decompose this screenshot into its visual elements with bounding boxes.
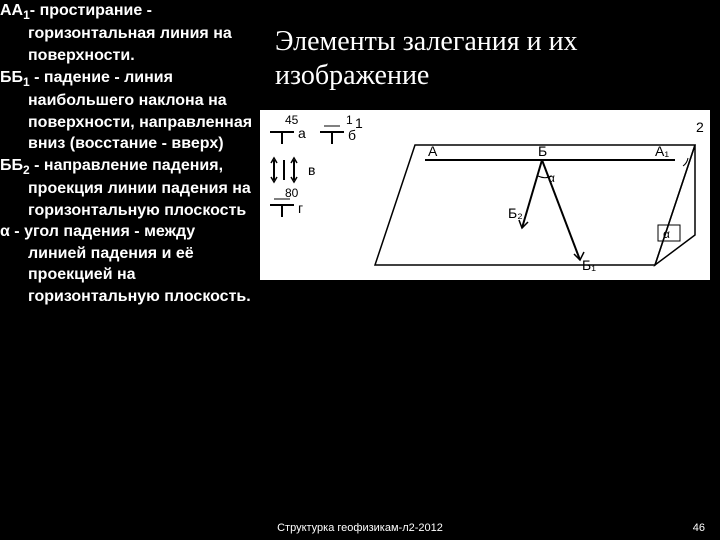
deftext: падение - линия наибольшего наклона на п… (28, 69, 252, 153)
label-alpha1: α (548, 171, 555, 185)
sub: 1 (23, 75, 30, 89)
page-number: 46 (693, 522, 705, 534)
label-alpha2: α (663, 227, 670, 241)
sub: 1 (23, 8, 30, 22)
sep: - (30, 2, 40, 19)
label-one: 1 (355, 115, 363, 131)
sep: - (30, 157, 44, 174)
label-B1: Б₁ (582, 257, 596, 273)
symbol-b-num: 1 (346, 113, 353, 127)
label-B2: Б₂ (508, 205, 523, 221)
def-bb1: ББ1 - падение - линия наибольшего наклон… (0, 67, 255, 155)
symbol-g: 80 г (270, 186, 303, 217)
symbol-v-label: в (308, 162, 315, 178)
label-A1: А₁ (655, 143, 669, 159)
term: α (0, 223, 10, 240)
footer-text: Структурка геофизикам-л2-2012 (0, 522, 720, 534)
def-aa1: АА1- простирание - горизонтальная линия … (0, 0, 255, 67)
def-alpha: α - угол падения - между линией падения … (0, 221, 255, 307)
deftext: направление падения, проекция линии паде… (28, 157, 251, 219)
term: ББ (0, 69, 23, 86)
definitions-block: АА1- простирание - горизонтальная линия … (0, 0, 255, 308)
term: ББ (0, 157, 23, 174)
label-B: Б (538, 143, 547, 159)
symbol-a: 45 а (270, 113, 306, 144)
geology-plane: А А₁ Б Б₁ Б₂ α α (355, 115, 704, 273)
symbol-a-label: а (298, 125, 306, 141)
sep: - (10, 223, 24, 240)
deftext: простирание - горизонтальная линия на по… (28, 2, 232, 64)
term: АА (0, 2, 23, 19)
sep: - (30, 69, 44, 86)
symbol-b: 1 б (320, 113, 356, 144)
symbol-v: в (271, 158, 315, 182)
sub: 2 (23, 163, 30, 177)
symbol-a-num: 45 (285, 113, 299, 127)
symbol-g-label: г (298, 200, 303, 216)
slide-title: Элементы залегания и их изображение (275, 25, 705, 92)
symbol-g-num: 80 (285, 186, 299, 200)
diagram: 45 а 1 б в (260, 110, 710, 280)
def-bb2: ББ2 - направление падения, проекция лини… (0, 155, 255, 222)
label-A: А (428, 143, 438, 159)
deftext: угол падения - между линией падения и её… (24, 223, 251, 305)
label-two: 2 (696, 119, 704, 135)
